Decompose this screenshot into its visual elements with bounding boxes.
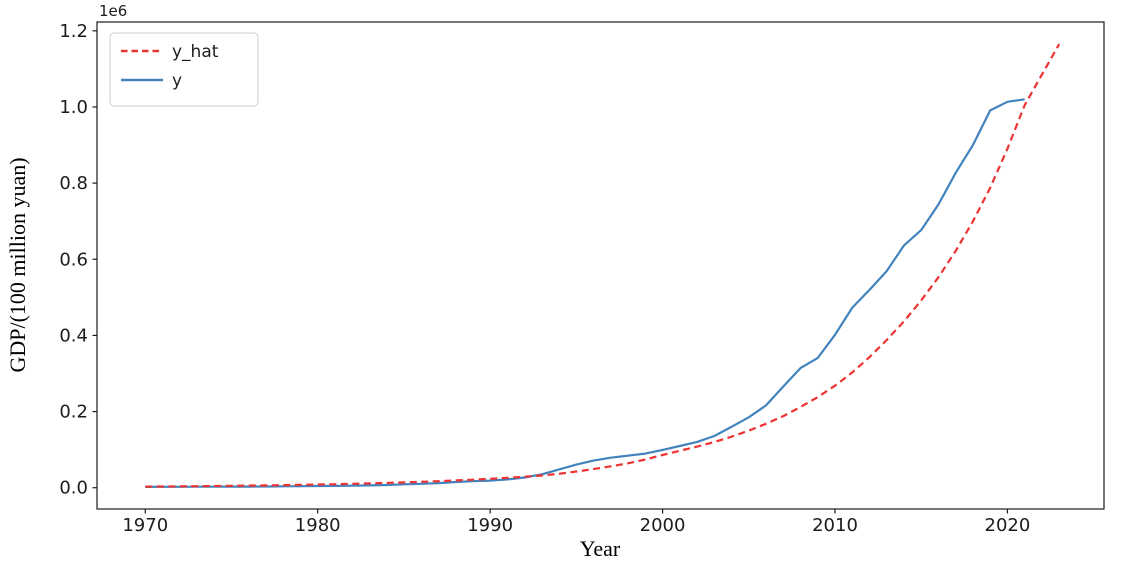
y-tick-label: 0.8 (59, 173, 88, 194)
y-tick-label: 0.4 (59, 325, 88, 346)
series-y-line (145, 98, 1025, 488)
x-tick-label: 1980 (295, 515, 341, 536)
legend-entry-y: y (121, 71, 182, 91)
scale-offset-label: 1e6 (99, 2, 127, 20)
x-axis: 1970 1980 1990 2000 2010 2020 (122, 509, 1030, 536)
legend-label: y_hat (172, 42, 219, 62)
x-tick-label: 2000 (640, 515, 686, 536)
plot-area: 1970 1980 1990 2000 2010 2020 0.0 0.2 0.4 0.6 0.8 1… (59, 21, 1105, 536)
legend-label: y (172, 71, 182, 91)
series-y_hat-line (145, 43, 1061, 488)
y-tick-label: 0.0 (59, 478, 88, 499)
y-tick-label: 0.6 (59, 249, 88, 270)
y-axis-label: GDP/(100 million yuan) (5, 157, 30, 372)
x-tick-label: 1970 (122, 515, 168, 536)
y-tick-label: 0.2 (59, 402, 88, 423)
x-tick-label: 2020 (985, 515, 1031, 536)
series-group (145, 43, 1061, 488)
x-axis-label: Year (580, 536, 621, 561)
y-axis: 0.0 0.2 0.4 0.6 0.8 1.0 1.2 (59, 21, 97, 499)
legend-entry-y_hat: y_hat (121, 42, 219, 62)
y-tick-label: 1.2 (59, 21, 88, 42)
y-tick-label: 1.0 (59, 97, 88, 118)
x-tick-label: 1990 (467, 515, 513, 536)
x-tick-label: 2010 (812, 515, 858, 536)
axes-spines (96, 21, 1105, 510)
